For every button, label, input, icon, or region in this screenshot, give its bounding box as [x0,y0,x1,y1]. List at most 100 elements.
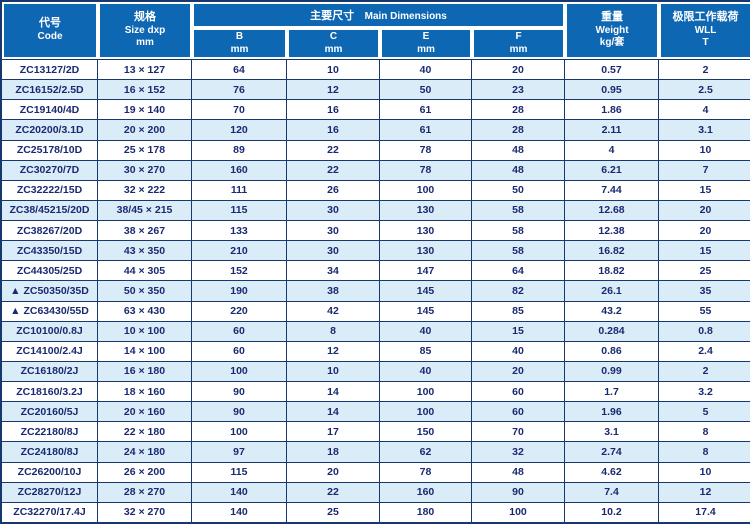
header-code-en: Code [37,31,63,43]
cell-weight: 4.62 [565,461,660,482]
cell-size: 43 × 350 [98,240,192,261]
cell-weight: 43.2 [565,300,660,321]
cell-code: ZC28270/12J [2,481,98,502]
cell-f: 58 [472,240,566,261]
cell-code: ZC38267/20D [2,220,98,241]
cell-e: 78 [380,139,472,160]
cell-size: 10 × 100 [98,320,192,341]
cell-b: 140 [192,501,287,522]
cell-f: 60 [472,401,566,422]
cell-weight: 2.11 [565,119,660,140]
table-row: ZC38267/20D 38 × 267 133 30 130 58 12.38 20 [2,220,750,241]
cell-c: 26 [287,179,380,200]
cell-code: ZC19140/4D [2,99,98,120]
cell-size: 38/45 × 215 [98,199,192,220]
cell-size: 19 × 140 [98,99,192,120]
cell-weight: 12.38 [565,220,660,241]
cell-code: ZC10100/0.8J [2,320,98,341]
cell-c: 22 [287,139,380,160]
cell-c: 38 [287,280,380,301]
cell-code: ZC44305/25D [2,260,98,281]
cell-e: 78 [380,159,472,180]
table-row: ZC24180/8J 24 × 180 97 18 62 32 2.74 8 [2,441,750,462]
cell-c: 10 [287,59,380,80]
cell-e: 62 [380,441,472,462]
cell-c: 25 [287,501,380,522]
cell-weight: 0.95 [565,79,660,100]
table-body: ZC13127/2D 13 × 127 64 10 40 20 0.57 2 ZC16152/2… [2,59,750,522]
cell-wll: 2.5 [659,79,750,99]
header-dim-c-unit: mm [324,43,343,55]
cell-e: 61 [380,99,472,120]
cell-f: 48 [472,139,566,160]
cell-b: 160 [192,159,287,180]
cell-c: 30 [287,240,380,261]
cell-size: 14 × 100 [98,340,192,361]
header-wll: 极限工作载荷 WLL T [659,2,750,59]
cell-size: 38 × 267 [98,220,192,241]
cell-f: 20 [472,59,566,80]
cell-weight: 0.284 [565,320,660,341]
cell-c: 16 [287,119,380,140]
cell-code: ZC32222/15D [2,179,98,200]
table-row: ZC14100/2.4J 14 × 100 60 12 85 40 0.86 2.4 [2,340,750,361]
cell-f: 60 [472,381,566,402]
header-dim-b-unit: mm [230,43,249,55]
cell-wll: 2 [659,59,750,79]
header-wll-unit: T [702,37,709,49]
cell-c: 18 [287,441,380,462]
table-row: ZC19140/4D 19 × 140 70 16 61 28 1.86 4 [2,99,750,120]
cell-weight: 1.7 [565,381,660,402]
cell-e: 145 [380,300,472,321]
cell-size: 18 × 160 [98,381,192,402]
header-wll-en: WLL [694,24,717,36]
cell-size: 28 × 270 [98,481,192,502]
cell-e: 180 [380,501,472,522]
cell-c: 8 [287,320,380,341]
cell-weight: 1.96 [565,401,660,422]
cell-weight: 0.99 [565,360,660,381]
cell-code: ZC32270/17.4J [2,501,98,522]
cell-weight: 2.74 [565,441,660,462]
table-row: ZC44305/25D 44 × 305 152 34 147 64 18.82 25 [2,260,750,281]
cell-wll: 20 [659,199,750,220]
header-size-en: Size dxp [124,24,166,36]
cell-f: 85 [472,300,566,321]
cell-wll: 5 [659,401,750,421]
cell-f: 70 [472,421,566,442]
cell-weight: 3.1 [565,421,660,442]
cell-c: 22 [287,481,380,502]
cell-c: 30 [287,220,380,241]
cell-size: 13 × 127 [98,59,192,80]
table-row: ZC22180/8J 22 × 180 100 17 150 70 3.1 8 [2,421,750,442]
cell-c: 12 [287,340,380,361]
table-row: ZC32222/15D 32 × 222 111 26 100 50 7.44 15 [2,179,750,200]
table-row: ▲ ZC63430/55D 63 × 430 220 42 145 85 43.2 55 [2,300,750,321]
cell-code: ZC16152/2.5D [2,79,98,100]
table-row: ZC28270/12J 28 × 270 140 22 160 90 7.4 12 [2,481,750,502]
cell-size: 24 × 180 [98,441,192,462]
cell-weight: 26.1 [565,280,660,301]
table-row: ZC26200/10J 26 × 200 115 20 78 48 4.62 10 [2,461,750,482]
cell-wll: 3.1 [659,119,750,139]
cell-c: 12 [287,79,380,100]
cell-f: 90 [472,481,566,502]
cell-e: 100 [380,401,472,422]
table-row: ZC10100/0.8J 10 × 100 60 8 40 15 0.284 0.8 [2,320,750,341]
cell-e: 130 [380,199,472,220]
cell-c: 30 [287,199,380,220]
cell-weight: 0.57 [565,59,660,80]
cell-b: 100 [192,360,287,381]
cell-size: 44 × 305 [98,260,192,281]
cell-f: 20 [472,360,566,381]
cell-wll: 8 [659,441,750,461]
cell-f: 15 [472,320,566,341]
cell-code: ZC22180/8J [2,421,98,442]
cell-b: 111 [192,179,287,200]
cell-b: 140 [192,481,287,502]
cell-b: 89 [192,139,287,160]
cell-f: 28 [472,99,566,120]
table-header: 代号 Code 规格 Size dxp mm 主要尺寸 Main Dimensi… [2,2,750,59]
cell-wll: 15 [659,179,750,200]
